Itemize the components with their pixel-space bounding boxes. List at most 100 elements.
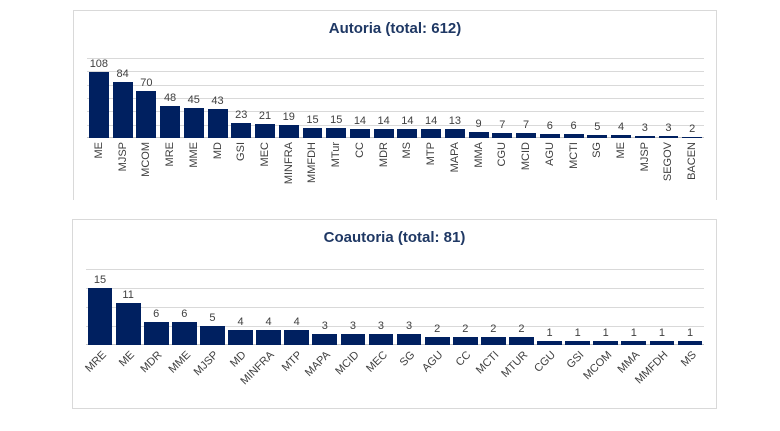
bar-column: 1 (648, 269, 676, 345)
category-slot: ME (114, 345, 142, 407)
category-label: SG (397, 349, 418, 369)
category-label: MJSP (638, 142, 651, 172)
bar-column: 2 (507, 269, 535, 345)
bar-value-label: 15 (93, 274, 107, 286)
bar (563, 134, 584, 138)
bar-value-label: 48 (163, 92, 177, 104)
bar-column: 2 (451, 269, 479, 345)
bar-value-label: 14 (377, 114, 390, 127)
category-slot: CGU (490, 138, 514, 198)
category-label: GSI (564, 349, 587, 371)
bar-value-label: 3 (665, 122, 672, 134)
gridline (87, 84, 704, 86)
category-label: MMA (472, 142, 485, 168)
category-slot: MTur (324, 138, 348, 198)
bar (136, 91, 157, 138)
category-slot: MEC (363, 345, 395, 407)
coautoria-plot-area: 15 11 6 6 5 4 4 4 3 3 3 3 2 2 2 2 1 1 1 1 1 1 (86, 269, 704, 345)
bar (452, 337, 478, 345)
bar (565, 341, 590, 345)
bar (424, 337, 450, 345)
bar-value-label: 7 (499, 119, 506, 132)
bar-value-label: 1 (602, 327, 609, 340)
bar (160, 106, 181, 138)
bar-column: 4 (283, 269, 311, 345)
category-label: ME (92, 142, 105, 159)
coautoria-x-axis-labels: MRE ME MDR MME MJSP MD MINFRA MTP MAPA MCID MEC SG A… (83, 345, 704, 407)
bar-value-label: 45 (187, 94, 200, 106)
bar (649, 341, 675, 345)
category-slot: MTUR (499, 345, 535, 407)
gridline (87, 111, 704, 113)
category-label: MEC (363, 349, 390, 375)
bar (326, 128, 347, 138)
bar (587, 134, 608, 138)
category-slot: MS (396, 138, 420, 198)
category-label: MINFRA (282, 142, 295, 185)
bar-value-label: 21 (258, 110, 272, 122)
category-slot: CC (451, 345, 479, 407)
category-slot: MCOM (134, 138, 158, 198)
bar-columns: 15 11 6 6 5 4 4 4 3 3 3 3 2 2 2 2 1 1 1 1 1 1 (86, 269, 704, 345)
gridlines (86, 269, 704, 345)
category-label: MTP (280, 349, 306, 374)
category-label: BACEN (686, 142, 699, 180)
bar-column: 1 (564, 269, 592, 345)
category-slot: MINFRA (239, 345, 283, 407)
bar-value-label: 3 (377, 319, 385, 332)
category-label: MRE (164, 142, 177, 167)
bar-column: 6 (170, 269, 198, 345)
category-slot: MDR (372, 138, 396, 198)
bar-column: 4 (226, 269, 254, 345)
bar-value-label: 15 (330, 114, 343, 126)
category-slot: CGU (532, 345, 564, 407)
category-slot: MCID (333, 345, 367, 407)
bar-columns: 108 84 70 48 45 43 23 21 19 15 15 14 14 14 14 13 9 7 7 6 6 5 4… (87, 58, 704, 138)
bar (143, 322, 169, 345)
bar-value-label: 14 (353, 114, 367, 127)
bar-value-label: 4 (293, 315, 300, 328)
bar-value-label: 15 (306, 114, 319, 126)
bar (368, 333, 394, 345)
category-slot: MEC (253, 138, 277, 198)
category-label: MMFDH (306, 142, 319, 183)
bar-column: 7 (490, 58, 514, 138)
category-label: MDR (138, 349, 165, 376)
bar (516, 133, 537, 138)
bar-value-label: 6 (546, 120, 553, 132)
bar-column: 3 (395, 269, 423, 345)
bar-value-label: 1 (574, 327, 581, 340)
bar-column: 15 (301, 58, 325, 138)
bar-value-label: 2 (462, 323, 469, 336)
bar-value-label: 2 (490, 323, 497, 336)
bar (340, 333, 366, 345)
bar-column: 3 (633, 58, 657, 138)
gridline (87, 71, 704, 73)
bar-column: 70 (134, 58, 158, 138)
bar-value-label: 43 (211, 95, 224, 108)
category-slot: MME (182, 138, 206, 198)
bar-value-label: 5 (594, 120, 601, 133)
gridline (87, 124, 704, 126)
bar-value-label: 3 (349, 319, 356, 332)
category-label: MAPA (448, 142, 461, 173)
bar (682, 136, 703, 138)
bar (537, 341, 562, 345)
bar (112, 82, 133, 138)
bar-value-label: 6 (153, 308, 160, 321)
bar-value-label: 4 (617, 121, 625, 134)
category-label: ME (116, 349, 137, 370)
bar-column: 11 (114, 269, 142, 345)
bar-value-label: 1 (686, 327, 694, 340)
category-label: CC (353, 142, 366, 158)
bar (88, 72, 109, 138)
bar-column: 5 (585, 58, 609, 138)
bar (621, 341, 647, 345)
bar-column: 15 (324, 58, 348, 138)
bar-value-label: 1 (546, 327, 553, 340)
bar-value-label: 3 (321, 319, 328, 332)
bar-column: 1 (536, 269, 564, 345)
bar-column: 5 (198, 269, 226, 345)
bar-value-label: 6 (570, 120, 577, 132)
bar-column: 14 (372, 58, 396, 138)
